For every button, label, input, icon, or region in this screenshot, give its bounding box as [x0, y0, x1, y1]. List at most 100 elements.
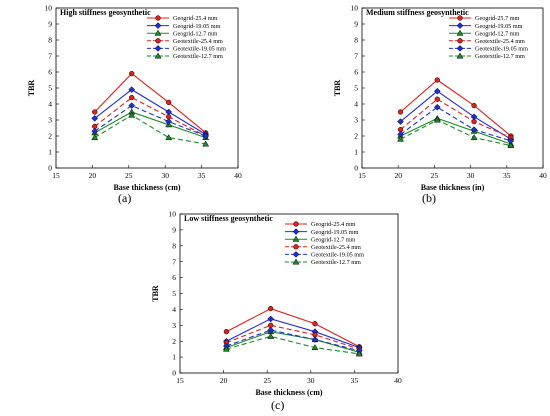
panel-label-a: (a) — [118, 191, 132, 205]
series-line — [94, 104, 206, 137]
legend-entry-label: Geogrid-19.05 mm — [475, 23, 523, 30]
legend-entry-label: Geogrid-19.05 mm — [173, 23, 221, 30]
y-tick-label: 3 — [172, 321, 176, 330]
data-point — [223, 329, 230, 335]
data-point — [470, 126, 478, 133]
series-line — [94, 96, 206, 137]
legend-marker — [292, 258, 300, 265]
x-tick-label: 40 — [394, 376, 402, 385]
y-tick-label: 9 — [48, 20, 52, 29]
legend-entry-label: Geotextile-19.05 mm — [475, 46, 528, 53]
series-line — [226, 308, 360, 348]
legend-marker — [154, 45, 162, 52]
data-point — [355, 350, 363, 357]
legend-entry-label: Geotextile-25.4 mm — [311, 244, 361, 251]
y-tick-label: 8 — [48, 36, 52, 45]
chart-panel-3: 0 1 2 3 4 5 6 7 8 9 10 15 20 25 30 35 40 Base thickness (… — [151, 210, 402, 397]
y-axis-label: TBR — [151, 285, 160, 302]
y-tick-label: 2 — [48, 132, 52, 141]
legend-entry-label: Geotextile-25.4 mm — [173, 38, 223, 45]
data-point — [128, 86, 136, 93]
data-point — [311, 344, 319, 351]
legend-entry-label: Geotextile-19.05 mm — [311, 252, 364, 259]
y-tick-label: 7 — [354, 52, 358, 61]
legend-entry-label: Geogrid-19.05 mm — [311, 229, 359, 236]
data-point — [433, 116, 441, 123]
y-tick-label: 8 — [172, 241, 176, 250]
legend-entry-label: Geogrid-12.7 mm — [173, 30, 218, 37]
data-point — [434, 96, 440, 102]
panel-label-b: (b) — [422, 191, 436, 205]
legend-marker — [154, 52, 162, 59]
legend-marker — [457, 15, 463, 21]
y-tick-label: 9 — [172, 226, 176, 235]
series-line — [400, 90, 512, 140]
legend-marker — [456, 45, 464, 52]
data-point — [470, 134, 478, 141]
legend-entry-label: Geotextile-25.4 mm — [475, 38, 525, 45]
data-point — [268, 305, 274, 312]
x-axis-label: Base thickness (in) — [421, 183, 485, 192]
legend-entry-label: Geogrid-12.7 mm — [311, 236, 356, 243]
series-line — [226, 329, 360, 352]
x-tick-label: 30 — [467, 171, 475, 180]
legend-marker — [293, 244, 299, 250]
data-point — [165, 108, 173, 116]
y-tick-label: 1 — [48, 148, 52, 157]
series-line — [226, 331, 360, 353]
chart-title: Low stiffness geosynthetic — [184, 214, 273, 223]
panel-label-c: (c) — [271, 398, 285, 412]
data-point — [311, 336, 319, 343]
data-point — [165, 134, 173, 141]
x-tick-label: 25 — [125, 171, 133, 180]
x-tick-label: 35 — [503, 171, 511, 180]
series-line — [400, 79, 512, 137]
y-tick-label: 4 — [354, 100, 358, 109]
y-axis-label: TBR — [333, 80, 342, 97]
x-tick-label: 25 — [263, 376, 271, 385]
data-point — [222, 345, 230, 352]
data-point — [202, 132, 210, 140]
series-line — [226, 324, 360, 350]
legend-entry-label: Geotextile-12.7 mm — [475, 53, 525, 60]
chart-title: High stiffness geosynthetic — [60, 8, 151, 17]
series-line — [94, 111, 206, 139]
y-tick-label: 1 — [172, 353, 176, 362]
legend-marker — [155, 38, 161, 44]
data-point — [91, 115, 99, 122]
data-point — [433, 87, 441, 95]
data-point — [471, 102, 477, 109]
data-point — [129, 94, 135, 101]
y-tick-label: 9 — [354, 20, 358, 29]
data-point — [165, 118, 173, 125]
x-tick-label: 20 — [89, 171, 97, 180]
series-line — [226, 335, 360, 355]
data-point — [128, 102, 136, 109]
y-tick-label: 10 — [45, 4, 53, 13]
plot-frame — [179, 213, 399, 374]
chart-panel-1: 0 1 2 3 4 5 6 7 8 9 10 15 20 25 30 35 40 Base thickness (… — [27, 4, 242, 192]
data-point — [267, 332, 275, 339]
x-tick-label: 40 — [539, 171, 547, 180]
y-tick-label: 0 — [354, 164, 358, 173]
y-axis-label: TBR — [27, 80, 36, 97]
legend-entry-label: Geotextile-19.05 mm — [173, 46, 226, 53]
y-tick-label: 10 — [351, 4, 359, 13]
legend-marker — [457, 38, 463, 44]
data-point — [91, 134, 99, 141]
data-point — [92, 109, 98, 115]
legend-marker — [456, 22, 464, 29]
legend-marker — [456, 29, 464, 36]
legend-entry-label: Geogrid-12.7 mm — [475, 30, 520, 37]
x-tick-label: 30 — [307, 376, 315, 385]
legend-marker — [292, 228, 300, 235]
y-tick-label: 6 — [172, 273, 176, 282]
data-point — [434, 77, 440, 83]
chart-title: Medium stiffness geosynthetic — [366, 8, 469, 17]
y-tick-label: 3 — [48, 116, 52, 125]
series-line — [94, 114, 206, 145]
data-point — [128, 111, 136, 118]
legend-marker — [154, 29, 162, 36]
legend-entry-label: Geogrid-25.4 mm — [311, 221, 356, 228]
series-line — [226, 318, 360, 349]
